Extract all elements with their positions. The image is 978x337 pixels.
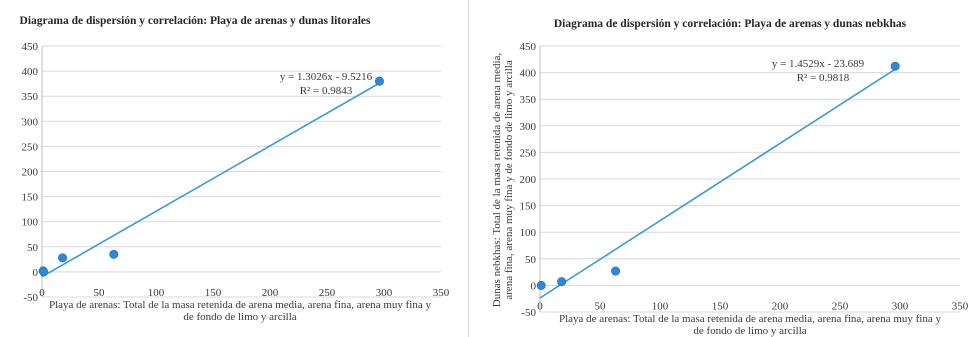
y-tick-label: 250 <box>22 141 39 153</box>
y-tick-label: 150 <box>520 201 537 213</box>
x-axis-title: Playa de arenas: Total de la masa reteni… <box>559 313 942 325</box>
y-tick-label: 0 <box>531 280 537 292</box>
x-tick-label: 150 <box>712 300 729 312</box>
x-tick-label: 200 <box>772 300 789 312</box>
trendline-equation: y = 1.4529x - 23.689 <box>772 58 865 70</box>
data-point <box>536 280 546 290</box>
data-point <box>611 266 621 276</box>
y-tick-label: 200 <box>520 174 537 186</box>
y-tick-label: -50 <box>521 307 536 319</box>
trendline-r-squared: R² = 0.9818 <box>797 72 850 84</box>
y-tick-label: 0 <box>33 267 39 279</box>
y-axis-title: arena fina, arena muy fina y de fondo de… <box>503 60 515 300</box>
data-point <box>109 249 119 259</box>
x-axis-title: de fondo de limo y arcilla <box>693 325 806 337</box>
y-tick-label: 100 <box>520 227 537 239</box>
y-axis-title: Dunas nebkhas: Total de la masa retenida… <box>491 53 503 308</box>
x-tick-label: 50 <box>595 300 607 312</box>
data-point <box>39 267 49 277</box>
x-tick-label: 250 <box>319 287 336 299</box>
x-tick-label: 100 <box>652 300 669 312</box>
y-tick-label: 200 <box>22 167 39 179</box>
y-tick-label: 50 <box>525 254 537 266</box>
x-tick-label: 300 <box>376 287 393 299</box>
data-point <box>890 61 900 71</box>
y-tick-label: 50 <box>27 242 39 254</box>
x-axis-title: de fondo de limo y arcilla <box>183 311 296 323</box>
y-tick-label: -50 <box>23 292 38 304</box>
data-point <box>58 253 68 263</box>
scatter-chart-dunas-nebkhas: Diagrama de dispersión y correlación: Pl… <box>491 18 969 337</box>
chart-title: Diagrama de dispersión y correlación: Pl… <box>554 18 907 30</box>
chart-panel-playa-dunas-litorales: Diagrama de dispersión y correlación: Pl… <box>0 0 469 337</box>
x-tick-label: 350 <box>952 300 969 312</box>
y-tick-label: 450 <box>520 41 537 53</box>
x-tick-label: 250 <box>832 300 849 312</box>
y-tick-label: 450 <box>22 41 39 53</box>
y-tick-label: 300 <box>520 121 537 133</box>
y-tick-label: 350 <box>520 94 537 106</box>
trendline-r-squared: R² = 0.9843 <box>300 85 353 97</box>
y-tick-label: 150 <box>22 192 39 204</box>
trendline <box>41 82 380 278</box>
y-tick-label: 250 <box>520 147 537 159</box>
x-tick-label: 150 <box>205 287 222 299</box>
x-tick-label: 200 <box>262 287 279 299</box>
x-tick-label: 0 <box>39 287 45 299</box>
y-tick-label: 400 <box>520 68 537 80</box>
x-tick-label: 350 <box>433 287 450 299</box>
chart-title: Diagrama de dispersión y correlación: Pl… <box>20 15 371 27</box>
x-tick-label: 300 <box>892 300 909 312</box>
x-tick-label: 100 <box>148 287 165 299</box>
y-tick-label: 400 <box>22 66 39 78</box>
scatter-chart-dunas-litorales: Diagrama de dispersión y correlación: Pl… <box>20 15 450 323</box>
y-tick-label: 300 <box>22 116 39 128</box>
y-tick-label: 100 <box>22 217 39 229</box>
chart-panel-playa-dunas-nebkhas: Diagrama de dispersión y correlación: Pl… <box>470 0 978 337</box>
y-tick-label: 350 <box>22 91 39 103</box>
trendline-equation: y = 1.3026x - 9.5216 <box>280 71 373 83</box>
data-point <box>374 76 384 86</box>
x-tick-label: 0 <box>537 300 543 312</box>
data-point <box>557 277 567 287</box>
x-tick-label: 50 <box>94 287 106 299</box>
trendline <box>539 68 896 299</box>
x-axis-title: Playa de arenas: Total de la masa reteni… <box>49 299 432 311</box>
